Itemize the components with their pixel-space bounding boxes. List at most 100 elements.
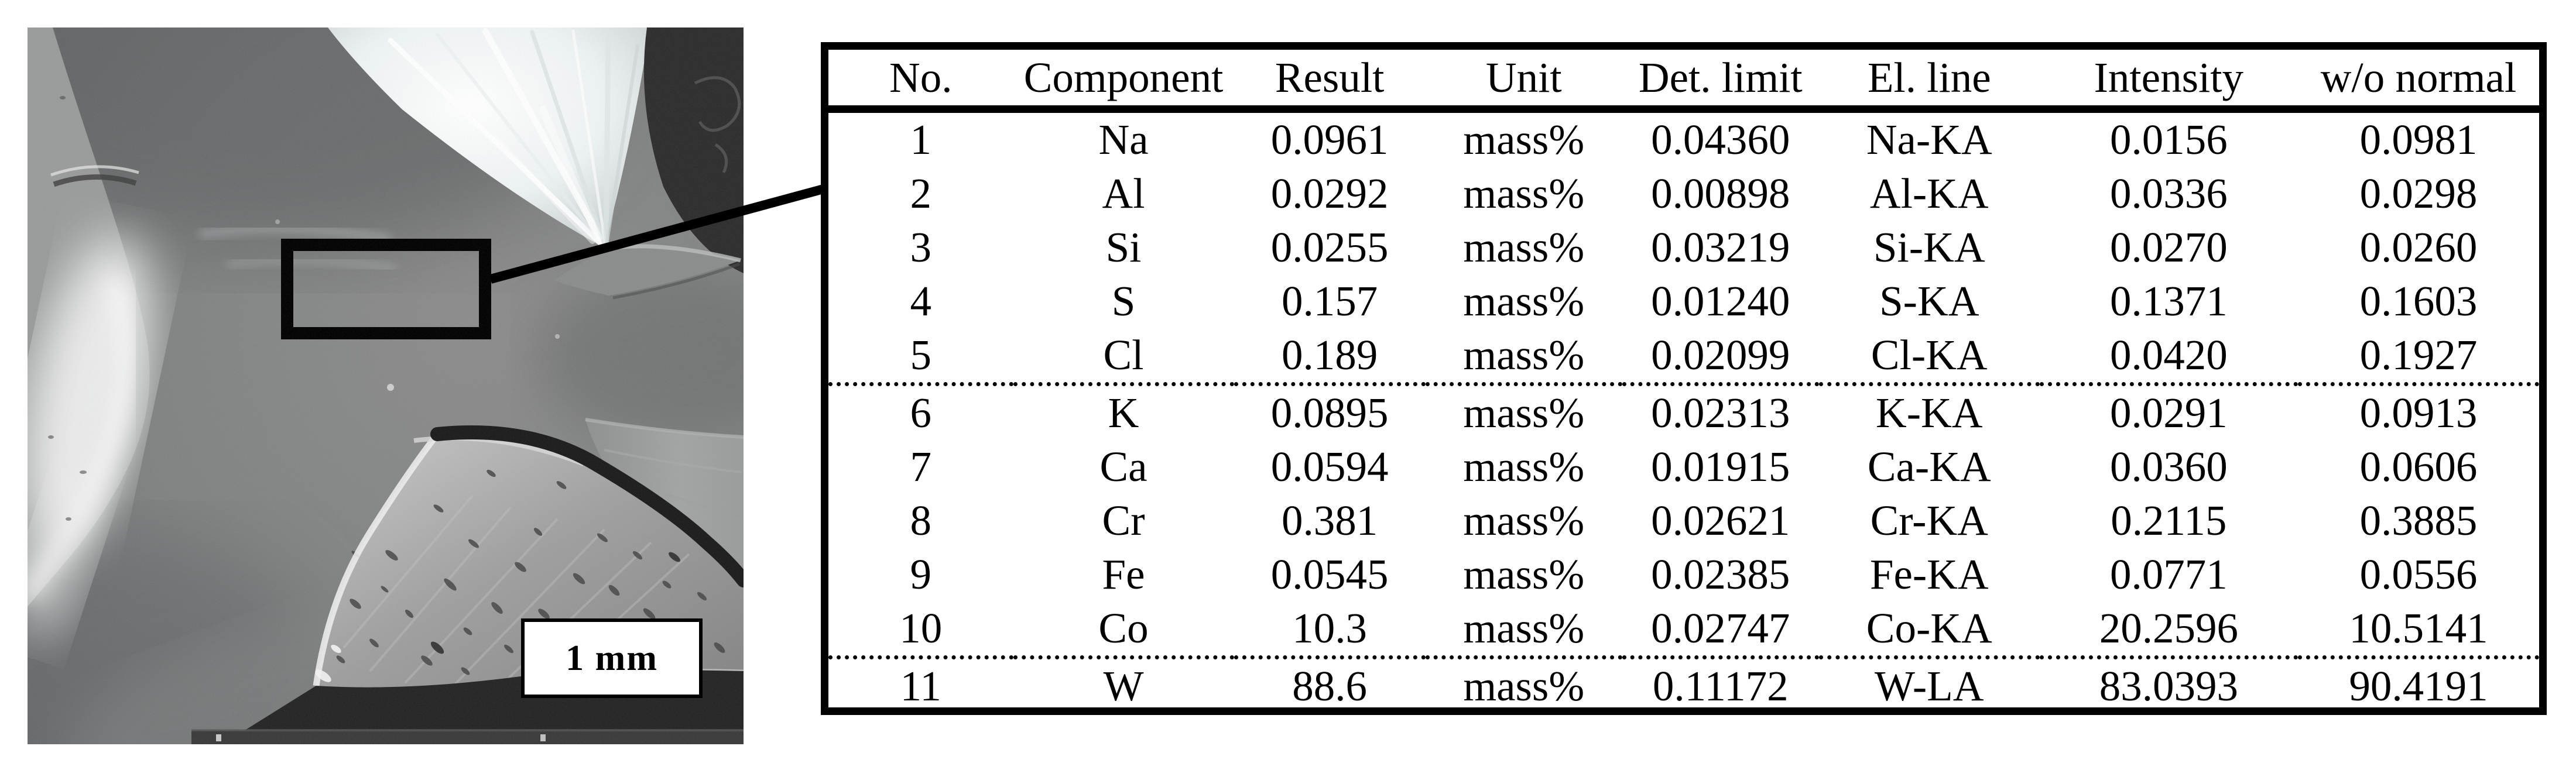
column-header-result: Result (1234, 50, 1426, 113)
table-cell: 88.6 (1234, 655, 1426, 713)
table-cell: 10.5141 (2349, 604, 2488, 652)
header-row: No. Component Result Unit Det. limit El.… (828, 50, 2539, 113)
table-cell: 0.2115 (2111, 497, 2227, 544)
table-cell: 0.0913 (2297, 382, 2539, 440)
column-header-wo-normal: w/o normal (2297, 50, 2539, 113)
table-cell: Co-KA (1866, 604, 1992, 652)
table-cell: W-LA (1818, 655, 2040, 713)
table-cell: 0.11172 (1622, 655, 1819, 713)
table-cell: Na-KA (1866, 116, 1992, 163)
table-cell: 0.1603 (2359, 277, 2478, 325)
table-cell: 0.0360 (2109, 443, 2228, 490)
table-row: 11 W 88.6 mass% 0.11172 W-LA 83.0393 90.… (828, 655, 2539, 713)
table-cell: 0.1371 (2109, 277, 2228, 325)
table-cell: W (1013, 655, 1234, 713)
table-cell: Na (1098, 116, 1149, 163)
table-cell: K-KA (1818, 382, 2040, 440)
table-cell: 0.189 (1282, 331, 1378, 379)
table-cell: 7 (910, 443, 932, 490)
table-cell: 0.0270 (2109, 224, 2228, 271)
table-cell: 0.0961 (1270, 116, 1389, 163)
table-row: 7 Ca 0.0594 mass% 0.01915 Ca-KA 0.0360 0… (828, 440, 2539, 494)
table-row: 3 Si 0.0255 mass% 0.03219 Si-KA 0.0270 0… (828, 221, 2539, 274)
table-cell: mass% (1463, 116, 1585, 163)
table-cell: 90.4191 (2297, 655, 2539, 713)
table-cell: 0.04360 (1651, 116, 1790, 163)
table-cell: 0.0895 (1234, 382, 1426, 440)
results-table-grid: No. Component Result Unit Det. limit El.… (828, 50, 2539, 713)
table-cell: 0.0260 (2359, 224, 2478, 271)
table-cell: 20.2596 (2099, 604, 2238, 652)
table-cell: 1 (910, 116, 932, 163)
table-cell: 0.0594 (1270, 443, 1389, 490)
column-header-no: No. (828, 50, 1013, 113)
table-cell: 0.0156 (2109, 116, 2228, 163)
table-cell: 4 (910, 277, 932, 325)
table-cell: 8 (910, 497, 932, 544)
scale-bar: 1 mm (521, 618, 703, 698)
table-cell: Fe (1102, 551, 1145, 598)
table-row: 10 Co 10.3 mass% 0.02747 Co-KA 20.2596 1… (828, 601, 2539, 658)
table-cell: 10 (899, 604, 943, 652)
table-cell: 0.0545 (1270, 551, 1389, 598)
table-cell: 0.0556 (2359, 551, 2478, 598)
table-cell: Cl (1103, 331, 1144, 379)
table-cell: Al (1102, 170, 1145, 217)
scale-bar-label: 1 mm (566, 638, 658, 678)
table-cell: 0.02385 (1651, 551, 1790, 598)
table-row: 4 S 0.157 mass% 0.01240 S-KA 0.1371 0.16… (828, 274, 2539, 328)
table-cell: 0.1927 (2359, 331, 2478, 379)
table-cell: Fe-KA (1869, 551, 1989, 598)
column-header-component: Component (1013, 50, 1234, 113)
results-table: No. Component Result Unit Det. limit El.… (821, 42, 2547, 715)
table-row: 5 Cl 0.189 mass% 0.02099 Cl-KA 0.0420 0.… (828, 328, 2539, 384)
column-header-unit: Unit (1425, 50, 1622, 113)
table-cell: mass% (1425, 655, 1622, 713)
table-cell: mass% (1463, 224, 1585, 271)
table-cell: Al-KA (1869, 170, 1989, 217)
table-cell: 0.01915 (1651, 443, 1790, 490)
sem-micrograph: 1 mm (28, 28, 744, 744)
table-cell: 5 (910, 331, 932, 379)
column-header-intensity: Intensity (2039, 50, 2298, 113)
table-cell: 0.02621 (1651, 497, 1790, 544)
table-cell: 0.02747 (1651, 604, 1790, 652)
table-row: 8 Cr 0.381 mass% 0.02621 Cr-KA 0.2115 0.… (828, 494, 2539, 548)
table-header: No. Component Result Unit Det. limit El.… (828, 50, 2539, 113)
table-cell: mass% (1463, 551, 1585, 598)
table-cell: 6 (828, 382, 1013, 440)
table-cell: Co (1098, 604, 1149, 652)
column-header-el-line: El. line (1818, 50, 2040, 113)
table-cell: 2 (910, 170, 932, 217)
table-cell: 0.0420 (2109, 331, 2228, 379)
table-cell: Cr-KA (1870, 497, 1988, 544)
table-cell: 0.0981 (2359, 116, 2478, 163)
table-cell: Cr (1102, 497, 1145, 544)
table-cell: mass% (1463, 604, 1585, 652)
table-cell: 0.0292 (1270, 170, 1389, 217)
table-cell: S (1111, 277, 1136, 325)
table-cell: mass% (1463, 331, 1585, 379)
table-cell: 0.00898 (1651, 170, 1790, 217)
table-body: 1 Na 0.0961 mass% 0.04360 Na-KA 0.0156 0… (828, 109, 2539, 713)
table-cell: mass% (1425, 382, 1622, 440)
table-cell: 0.02313 (1622, 382, 1819, 440)
table-cell: mass% (1463, 497, 1585, 544)
column-header-det-limit: Det. limit (1622, 50, 1819, 113)
table-cell: mass% (1463, 170, 1585, 217)
table-cell: S-KA (1879, 277, 1979, 325)
table-row: 6 K 0.0895 mass% 0.02313 K-KA 0.0291 0.0… (828, 382, 2539, 440)
table-cell: 0.3885 (2359, 497, 2478, 544)
table-cell: 0.0336 (2109, 170, 2228, 217)
table-cell: 83.0393 (2039, 655, 2298, 713)
table-row: 1 Na 0.0961 mass% 0.04360 Na-KA 0.0156 0… (828, 109, 2539, 167)
table-row: 2 Al 0.0292 mass% 0.00898 Al-KA 0.0336 0… (828, 167, 2539, 221)
table-cell: 0.01240 (1651, 277, 1790, 325)
sem-micrograph-art (28, 28, 744, 744)
table-cell: 0.0771 (2109, 551, 2228, 598)
table-cell: 0.0606 (2359, 443, 2478, 490)
table-cell: 11 (828, 655, 1013, 713)
table-cell: Ca (1099, 443, 1147, 490)
table-cell: 0.0298 (2359, 170, 2478, 217)
